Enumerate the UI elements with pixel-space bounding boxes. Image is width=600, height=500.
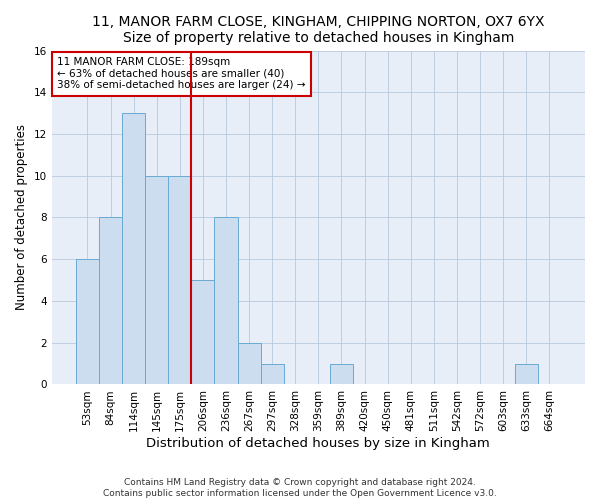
Bar [168, 176, 191, 384]
Bar [122, 113, 145, 384]
Title: 11, MANOR FARM CLOSE, KINGHAM, CHIPPING NORTON, OX7 6YX
Size of property relativ: 11, MANOR FARM CLOSE, KINGHAM, CHIPPING … [92, 15, 545, 45]
Bar [260, 364, 284, 384]
Bar [191, 280, 214, 384]
X-axis label: Distribution of detached houses by size in Kingham: Distribution of detached houses by size … [146, 437, 490, 450]
Bar [214, 218, 238, 384]
Bar [99, 218, 122, 384]
Bar [330, 364, 353, 384]
Bar [238, 342, 260, 384]
Text: Contains HM Land Registry data © Crown copyright and database right 2024.
Contai: Contains HM Land Registry data © Crown c… [103, 478, 497, 498]
Bar [76, 259, 99, 384]
Bar [145, 176, 168, 384]
Bar [515, 364, 538, 384]
Text: 11 MANOR FARM CLOSE: 189sqm
← 63% of detached houses are smaller (40)
38% of sem: 11 MANOR FARM CLOSE: 189sqm ← 63% of det… [57, 57, 305, 90]
Y-axis label: Number of detached properties: Number of detached properties [15, 124, 28, 310]
